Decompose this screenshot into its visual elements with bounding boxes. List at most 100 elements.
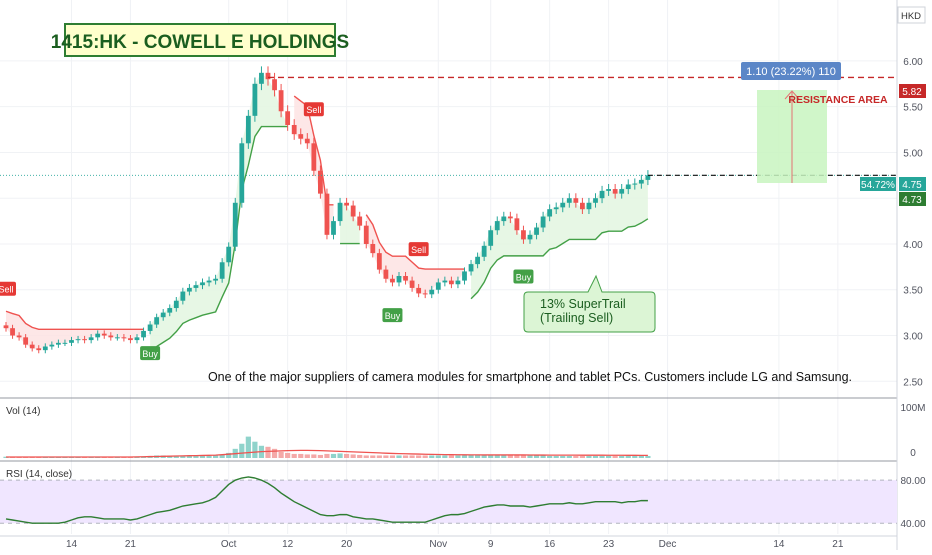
- candle-body: [232, 202, 238, 247]
- axes: 2.503.003.504.004.505.005.506.006.501421…: [66, 11, 926, 550]
- rsi-tick-label: 80.00: [900, 476, 925, 487]
- volume-bar: [370, 455, 376, 458]
- candle-body: [141, 330, 146, 338]
- candle-body: [475, 256, 480, 265]
- supertrail-label-line: (Trailing Sell): [540, 311, 613, 325]
- price-tick-label: 5.00: [903, 148, 923, 159]
- supertrail-label-line: 13% SuperTrail: [540, 297, 626, 311]
- candle-body: [593, 198, 598, 203]
- volume-bar: [389, 455, 396, 458]
- candle-body: [534, 227, 539, 235]
- candle-body: [422, 293, 428, 295]
- candle-body: [416, 287, 422, 294]
- candle-body: [612, 189, 618, 194]
- candlestick-series: [3, 66, 651, 354]
- volume-bar: [520, 455, 527, 458]
- candle-body: [507, 216, 513, 219]
- title-box: 1415:HK - COWELL E HOLDINGS: [51, 23, 349, 57]
- candle-body: [462, 271, 467, 281]
- supertrail-fill: [340, 202, 360, 244]
- time-tick-label: 16: [544, 539, 556, 550]
- trail-price-tag: 4.73: [902, 195, 922, 206]
- volume-bar: [448, 455, 454, 458]
- supertrail-fill: [366, 214, 465, 295]
- candle-body: [429, 289, 435, 295]
- volume-bar: [514, 455, 520, 458]
- candle-body: [318, 170, 323, 194]
- candle-body: [36, 348, 42, 351]
- volume-bar: [547, 455, 553, 458]
- resistance-price-tag: 5.82: [902, 87, 922, 98]
- volume-bar: [606, 455, 612, 458]
- time-tick-label: 14: [66, 539, 78, 550]
- buy-signal-label: Buy: [142, 349, 158, 359]
- volume-tick-label: 0: [910, 448, 916, 459]
- candle-body: [173, 300, 179, 309]
- candle-body: [245, 115, 251, 144]
- volume-bar: [429, 455, 435, 458]
- candle-body: [481, 245, 487, 257]
- supertrail-line: [470, 218, 649, 300]
- volume-bar: [304, 454, 310, 458]
- volume-pane-label: Vol (14): [6, 406, 40, 417]
- candle-body: [350, 205, 356, 217]
- candle-body: [278, 90, 284, 112]
- candle-body: [252, 83, 258, 116]
- volume-bar: [285, 452, 291, 458]
- candle-body: [390, 278, 395, 283]
- candle-body: [455, 280, 461, 285]
- candle-body: [619, 189, 625, 194]
- rsi-tick-label: 40.00: [900, 519, 925, 530]
- candle-body: [101, 333, 107, 336]
- volume-bar: [494, 455, 500, 458]
- candle-body: [547, 209, 553, 217]
- volume-bar: [435, 455, 441, 458]
- signals: Sell Buy Sell Buy Sell Buy: [0, 102, 534, 361]
- candle-body: [167, 308, 173, 313]
- candle-body: [3, 325, 9, 329]
- candle-body: [56, 342, 61, 345]
- price-tick-label: 3.00: [903, 332, 923, 343]
- time-tick-label: 23: [603, 539, 615, 550]
- volume-bar: [344, 453, 350, 458]
- volume-bar: [291, 453, 297, 458]
- candle-body: [272, 79, 277, 91]
- volume-bar: [416, 455, 422, 458]
- candle-body: [10, 328, 15, 336]
- candle-body: [409, 280, 415, 288]
- volume-bar: [488, 455, 494, 458]
- candle-body: [645, 175, 651, 180]
- volume-bar: [324, 453, 330, 458]
- measure-label: 1.10 (23.22%) 110: [746, 66, 836, 78]
- candle-body: [370, 243, 376, 254]
- candle-body: [154, 317, 160, 325]
- volume-bar: [619, 455, 625, 458]
- candle-body: [206, 280, 212, 283]
- volume-bar: [645, 455, 651, 458]
- volume-bar: [311, 454, 317, 458]
- volume-bar: [213, 455, 219, 458]
- resistance-label: RESISTANCE AREA: [788, 94, 888, 106]
- candle-body: [285, 111, 291, 125]
- time-tick-label: 21: [125, 539, 137, 550]
- candle-body: [632, 183, 638, 185]
- candle-body: [638, 179, 644, 184]
- volume-bar: [330, 453, 337, 458]
- volume-bar: [422, 455, 428, 458]
- supertrail-line: [365, 214, 465, 270]
- sell-signal-badge: [408, 242, 429, 257]
- candle-body: [75, 339, 81, 341]
- sell-signal-badge: [0, 281, 16, 296]
- volume-bar: [566, 455, 572, 458]
- candle-body: [468, 264, 474, 272]
- volume-series: [3, 436, 651, 458]
- price-tick-label: 4.00: [903, 240, 923, 251]
- time-tick-label: 12: [282, 539, 294, 550]
- candle-body: [108, 335, 114, 338]
- candle-body: [239, 143, 245, 203]
- volume-bar: [252, 441, 258, 458]
- candle-body: [435, 282, 441, 290]
- supertrail-line: [149, 125, 288, 354]
